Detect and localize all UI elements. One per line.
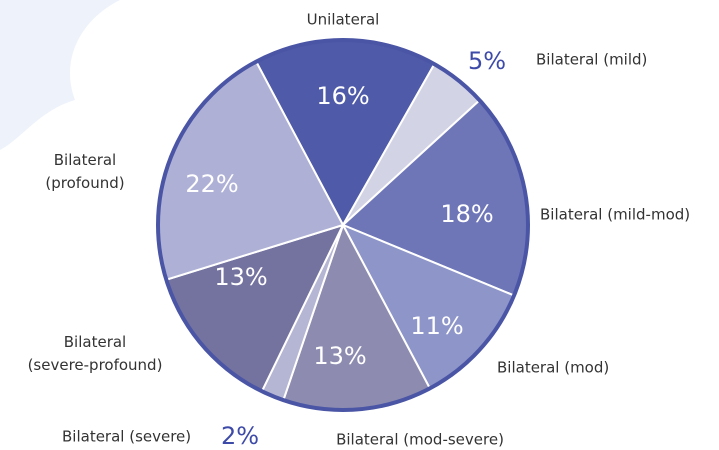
slice-label: Bilateral (mild-mod) bbox=[540, 206, 690, 224]
slice-label: Unilateral bbox=[307, 11, 380, 29]
slice-label: Bilateral (mild) bbox=[536, 51, 647, 69]
pie-border bbox=[156, 38, 530, 412]
slice-label-line: (profound) bbox=[45, 174, 124, 192]
value-label: 22% bbox=[185, 170, 238, 198]
value-label: 11% bbox=[410, 312, 463, 340]
slice-label: Bilateral (mod) bbox=[497, 359, 609, 377]
slice-label-line: (severe-profound) bbox=[28, 356, 163, 374]
slice-label-line: Bilateral bbox=[54, 151, 116, 169]
value-label: 5% bbox=[468, 47, 506, 75]
background-cloud bbox=[0, 0, 120, 150]
value-label: 13% bbox=[214, 263, 267, 291]
value-label: 18% bbox=[440, 200, 493, 228]
slice-label-line: Bilateral bbox=[64, 333, 126, 351]
slice-label: Bilateral (severe) bbox=[62, 428, 191, 446]
slice-label: Bilateral (mod-severe) bbox=[336, 431, 504, 449]
value-label: 13% bbox=[313, 342, 366, 370]
slice-label: Bilateral (severe-profound) bbox=[28, 333, 163, 374]
value-label: 2% bbox=[221, 422, 259, 450]
pie bbox=[157, 39, 529, 411]
value-label: 16% bbox=[316, 82, 369, 110]
slice-label: Bilateral (profound) bbox=[45, 151, 124, 192]
